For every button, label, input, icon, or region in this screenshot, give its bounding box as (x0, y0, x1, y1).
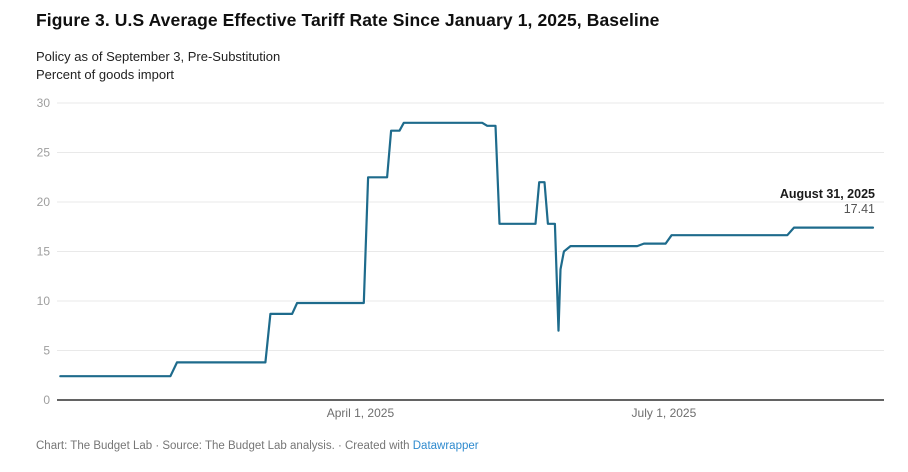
y-tick-label: 25 (37, 146, 51, 160)
end-value-annotation: August 31, 2025 17.41 (780, 187, 875, 216)
y-tick-label: 20 (37, 195, 51, 209)
chart-subtitle-policy: Policy as of September 3, Pre-Substituti… (36, 49, 281, 64)
y-tick-label: 10 (37, 294, 51, 308)
chart-subtitle-unit: Percent of goods import (36, 67, 175, 82)
chart-footer: Chart: The Budget Lab · Source: The Budg… (36, 440, 479, 452)
tariff-line-halo (58, 120, 875, 379)
y-tick-label: 5 (43, 344, 50, 358)
y-tick-label: 15 (37, 245, 51, 259)
chart-title: Figure 3. U.S Average Effective Tariff R… (36, 10, 660, 30)
y-tick-label: 30 (37, 96, 51, 110)
tariff-rate-line (59, 121, 875, 378)
annotation-value-label: 17.41 (843, 202, 875, 216)
x-tick-label: April 1, 2025 (327, 406, 395, 420)
annotation-date-label: August 31, 2025 (779, 187, 875, 201)
datawrapper-link[interactable]: Datawrapper (412, 440, 479, 452)
y-tick-label: 0 (43, 393, 50, 407)
footer-attribution-text: Chart: The Budget Lab · Source: The Budg… (36, 440, 413, 452)
x-tick-label: July 1, 2025 (632, 406, 697, 420)
